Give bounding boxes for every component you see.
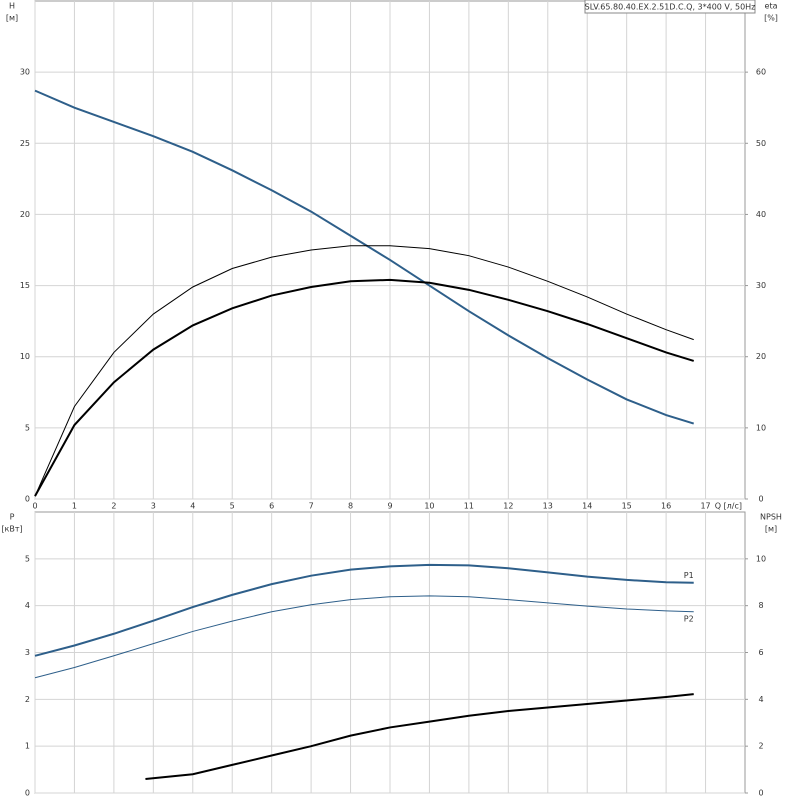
y-tick-label: 4 xyxy=(25,601,30,610)
x-tick-label: 3 xyxy=(151,502,156,511)
y-tick-label: 0 xyxy=(25,495,30,504)
x-tick-label: 5 xyxy=(230,502,235,511)
x-axis-label: Q [л/с] xyxy=(715,502,742,511)
y2-tick-label: 6 xyxy=(758,648,763,657)
y2-axis-unit: [м] xyxy=(765,525,777,534)
title-box xyxy=(584,0,756,14)
series-line xyxy=(34,245,694,497)
x-tick-label: 16 xyxy=(661,502,671,511)
y-tick-label: 30 xyxy=(20,68,30,77)
y-axis-label: H xyxy=(9,2,15,11)
x-tick-label: 7 xyxy=(309,502,314,511)
series-line xyxy=(34,89,695,425)
y-tick-label: 3 xyxy=(25,648,30,657)
x-tick-label: 17 xyxy=(700,502,710,511)
series-line xyxy=(34,595,694,679)
series-label: P2 xyxy=(684,614,694,623)
y-tick-label: 10 xyxy=(20,352,30,361)
y-tick-label: 15 xyxy=(20,281,30,290)
y-axis-unit: [м] xyxy=(6,14,18,23)
y-tick-label: 5 xyxy=(25,554,30,563)
x-tick-label: 10 xyxy=(424,502,434,511)
y2-tick-label: 10 xyxy=(756,423,766,432)
series-line xyxy=(34,278,695,497)
y2-axis-label: eta xyxy=(765,2,778,11)
series-line xyxy=(34,563,694,657)
x-tick-label: 9 xyxy=(387,502,392,511)
x-tick-label: 4 xyxy=(190,502,195,511)
x-tick-label: 12 xyxy=(503,502,513,511)
x-tick-label: 8 xyxy=(348,502,353,511)
y2-tick-label: 30 xyxy=(756,281,766,290)
y-tick-label: 0 xyxy=(25,789,30,798)
y-axis-unit: [кВт] xyxy=(1,525,22,534)
y2-tick-label: 10 xyxy=(756,554,766,563)
y2-axis-label: NPSH xyxy=(760,513,782,522)
y2-tick-label: 50 xyxy=(756,139,766,148)
y2-tick-label: 0 xyxy=(758,789,763,798)
y2-tick-label: 20 xyxy=(756,352,766,361)
series-line xyxy=(145,693,694,780)
x-tick-label: 2 xyxy=(111,502,116,511)
x-tick-label: 6 xyxy=(269,502,274,511)
x-tick-label: 13 xyxy=(543,502,553,511)
y-tick-label: 2 xyxy=(25,695,30,704)
series-label: P1 xyxy=(684,571,694,580)
y2-tick-label: 4 xyxy=(758,695,763,704)
y2-tick-label: 0 xyxy=(758,495,763,504)
x-tick-label: 11 xyxy=(464,502,474,511)
x-tick-label: 15 xyxy=(622,502,632,511)
y2-tick-label: 2 xyxy=(758,742,763,751)
x-tick-label: 0 xyxy=(32,502,37,511)
x-tick-label: 1 xyxy=(72,502,77,511)
y-axis-label: P xyxy=(10,513,15,522)
y-tick-label: 5 xyxy=(25,423,30,432)
y-tick-label: 20 xyxy=(20,210,30,219)
y-tick-label: 1 xyxy=(25,742,30,751)
chart-title: SLV.65.80.40.EX.2.51D.C.Q, 3*400 V, 50Hz xyxy=(585,3,756,12)
y2-tick-label: 60 xyxy=(756,68,766,77)
y2-tick-label: 8 xyxy=(758,601,763,610)
x-tick-label: 14 xyxy=(582,502,592,511)
y2-axis-unit: [%] xyxy=(764,14,778,23)
y-tick-label: 25 xyxy=(20,139,30,148)
y2-tick-label: 40 xyxy=(756,210,766,219)
